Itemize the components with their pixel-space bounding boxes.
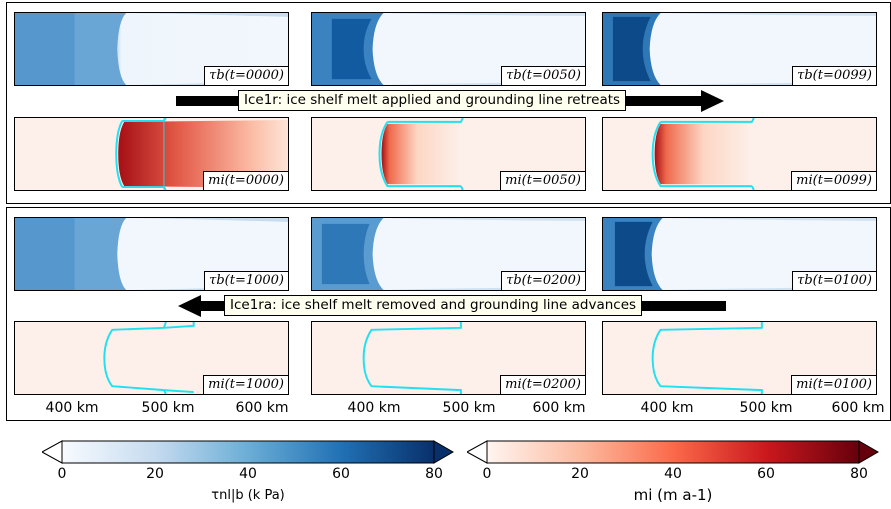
tau-colorbar: [42, 440, 454, 464]
melt-colorbar-label: mi (m a-1): [633, 486, 713, 504]
retreat-banner: Ice1r: ice shelf melt applied and ground…: [238, 90, 627, 111]
panel-label: τb(t=0099): [792, 66, 876, 85]
x-tick-label: 500 km: [739, 400, 793, 416]
tau-colorbar-tick: 0: [57, 466, 67, 482]
panel-label: mi(t=0200): [500, 375, 585, 394]
x-tick-label: 600 km: [235, 400, 289, 416]
melt-colorbar-tick: 0: [482, 466, 492, 482]
tau-colorbar-label: τnl|b (k Pa): [211, 488, 285, 503]
tau-colorbar-tick: 40: [239, 466, 257, 482]
panel-label: mi(t=0050): [500, 171, 585, 190]
x-tick-label: 500 km: [141, 400, 195, 416]
x-tick-label: 600 km: [831, 400, 885, 416]
x-tick-label: 500 km: [442, 400, 496, 416]
tau-colorbar-tick: 60: [332, 466, 350, 482]
melt-panel-r2c2: mi(t=0050): [311, 117, 586, 191]
tau-panel-r1c2: τb(t=0050): [311, 12, 586, 86]
x-tick-label: 400 km: [347, 400, 401, 416]
melt-panel-r4c2: mi(t=0200): [311, 321, 586, 395]
melt-panel-r4c3: mi(t=0100): [602, 321, 877, 395]
panel-label: τb(t=0200): [501, 271, 585, 290]
melt-colorbar-tick: 80: [850, 466, 868, 482]
melt-colorbar-tick: 20: [571, 466, 589, 482]
panel-label: τb(t=1000): [204, 271, 288, 290]
melt-panel-r4c1: mi(t=1000): [14, 321, 289, 395]
tau-panel-r3c2: τb(t=0200): [311, 217, 586, 291]
tau-panel-r1c1: τb(t=0000): [14, 12, 289, 86]
melt-colorbar-tick: 40: [664, 466, 682, 482]
tau-field-plot: [603, 218, 876, 290]
tau-colorbar-tick: 20: [146, 466, 164, 482]
panel-label: τb(t=0000): [204, 66, 288, 85]
panel-label: mi(t=1000): [203, 375, 288, 394]
melt-colorbar-tick: 60: [757, 466, 775, 482]
panel-label: τb(t=0100): [792, 271, 876, 290]
advance-banner: Ice1ra: ice shelf melt removed and groun…: [224, 295, 643, 316]
x-tick-label: 400 km: [640, 400, 694, 416]
panel-label: τb(t=0050): [501, 66, 585, 85]
tau-colorbar-tick: 80: [425, 466, 443, 482]
melt-field-plot: [603, 118, 876, 190]
panel-label: mi(t=0100): [791, 375, 876, 394]
x-tick-label: 400 km: [45, 400, 99, 416]
x-tick-label: 600 km: [532, 400, 586, 416]
panel-label: mi(t=0000): [203, 171, 288, 190]
panel-label: mi(t=0099): [791, 171, 876, 190]
melt-colorbar: [467, 440, 879, 464]
melt-panel-r2c1: mi(t=0000): [14, 117, 289, 191]
tau-panel-r3c3: τb(t=0100): [602, 217, 877, 291]
tau-panel-r1c3: τb(t=0099): [602, 12, 877, 86]
melt-panel-r2c3: mi(t=0099): [602, 117, 877, 191]
tau-panel-r3c1: τb(t=1000): [14, 217, 289, 291]
tau-field-plot: [15, 218, 288, 290]
